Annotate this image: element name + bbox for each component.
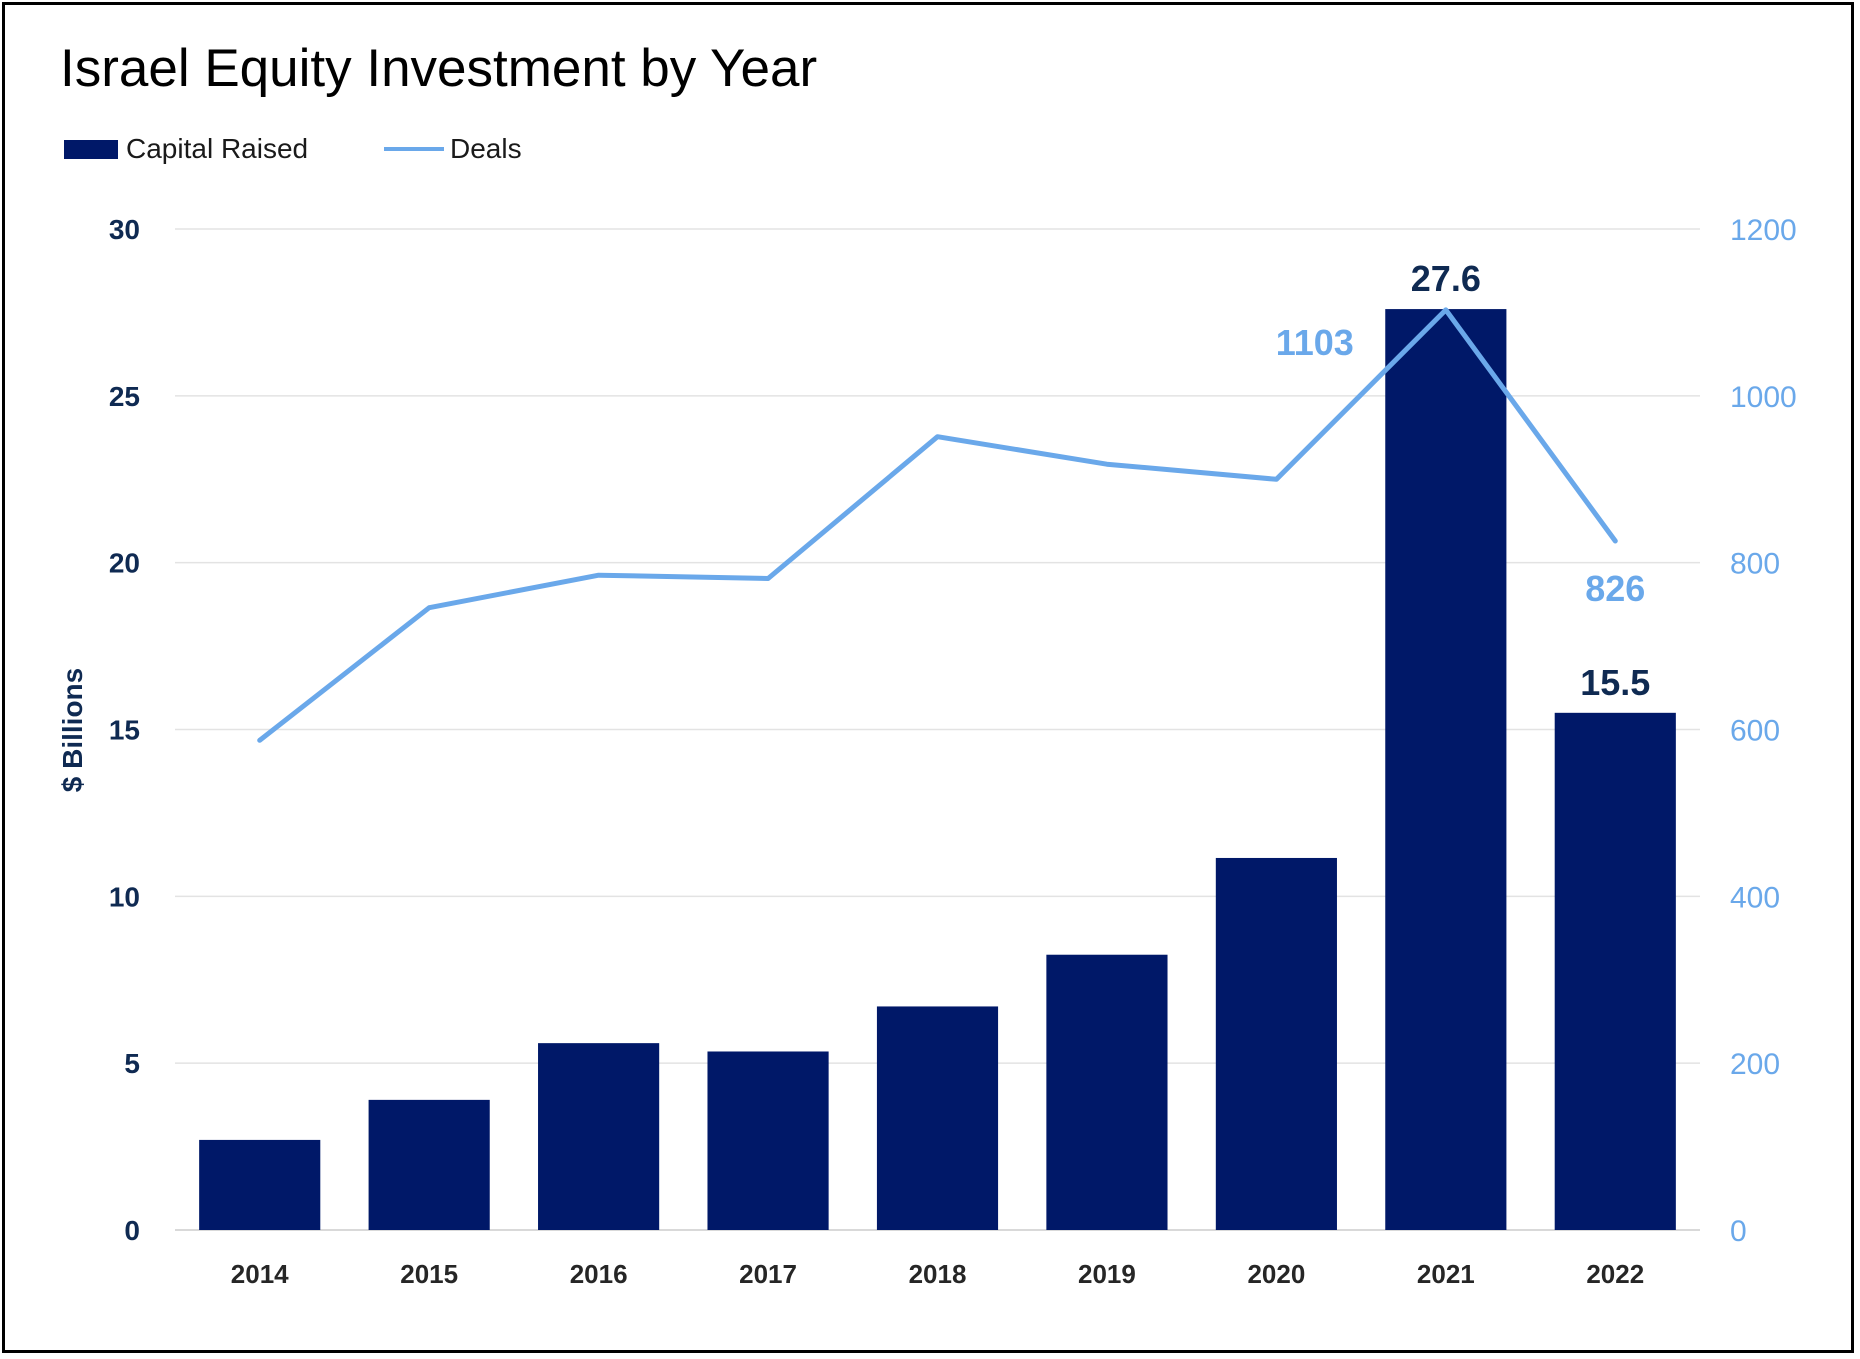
bar-2020 <box>1215 857 1337 1230</box>
bar-2019 <box>1046 954 1168 1230</box>
legend-label-capital-raised: Capital Raised <box>126 133 309 164</box>
line-data-label-2021: 1103 <box>1276 322 1354 363</box>
y-axis-label: $ Billions <box>57 668 88 792</box>
bar-2015 <box>368 1099 490 1230</box>
x-tick-label: 2020 <box>1247 1259 1305 1289</box>
y-tick-label: 15 <box>109 715 140 746</box>
bar-data-label-2022: 15.5 <box>1580 662 1650 703</box>
bar-2017 <box>707 1051 829 1230</box>
legend-item-deals: Deals <box>384 133 522 165</box>
y-tick-label: 10 <box>109 881 140 912</box>
y-tick-label: 30 <box>109 214 140 245</box>
y-tick-label: 25 <box>109 381 140 412</box>
x-tick-label: 2014 <box>231 1259 289 1289</box>
y-tick-label: 20 <box>109 548 140 579</box>
y2-tick-label: 400 <box>1730 881 1780 914</box>
bar-2022 <box>1554 712 1676 1230</box>
y2-tick-label: 200 <box>1730 1048 1780 1081</box>
y2-tick-label: 800 <box>1730 548 1780 581</box>
y-tick-label: 0 <box>124 1215 140 1246</box>
bar-2016 <box>538 1043 660 1230</box>
bar-2018 <box>876 1006 999 1230</box>
y2-tick-label: 1000 <box>1730 381 1797 414</box>
y2-tick-label: 0 <box>1730 1215 1747 1248</box>
deals-line <box>257 307 1618 743</box>
x-tick-label: 2016 <box>570 1259 628 1289</box>
legend-swatch-bar <box>64 139 118 159</box>
x-tick-label: 2015 <box>400 1259 458 1289</box>
x-tick-label: 2022 <box>1586 1259 1644 1289</box>
chart-title: Israel Equity Investment by Year <box>60 39 818 98</box>
legend-label-deals: Deals <box>450 133 522 164</box>
bar-2014 <box>199 1139 321 1230</box>
legend-swatch-line <box>384 147 444 151</box>
y-tick-label: 5 <box>124 1048 140 1079</box>
bar-data-label-2021: 27.6 <box>1411 258 1481 299</box>
y2-tick-label: 1200 <box>1730 214 1797 247</box>
x-tick-label: 2019 <box>1078 1259 1136 1289</box>
x-tick-label: 2017 <box>739 1259 797 1289</box>
x-tick-label: 2018 <box>909 1259 967 1289</box>
line-data-label-2022: 826 <box>1585 568 1645 609</box>
y2-tick-label: 600 <box>1730 715 1780 748</box>
legend-item-capital-raised: Capital Raised <box>64 133 308 165</box>
x-tick-label: 2021 <box>1417 1259 1475 1289</box>
bar-2021 <box>1385 309 1507 1231</box>
